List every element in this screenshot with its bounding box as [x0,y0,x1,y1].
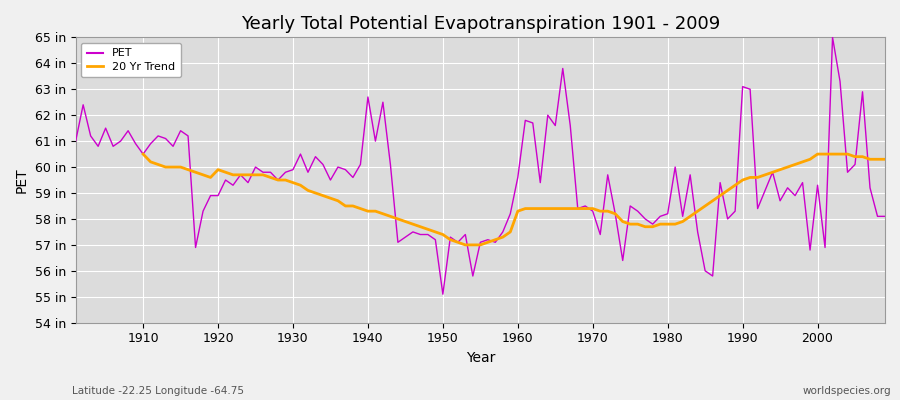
PET [879,214,890,219]
Text: Latitude -22.25 Longitude -64.75: Latitude -22.25 Longitude -64.75 [72,386,244,396]
X-axis label: Year: Year [465,351,495,365]
Y-axis label: PET: PET [15,167,29,193]
PET [520,118,531,123]
Legend: PET, 20 Yr Trend: PET, 20 Yr Trend [81,43,181,77]
PET [512,175,523,180]
PET [437,292,448,296]
Title: Yearly Total Potential Evapotranspiration 1901 - 2009: Yearly Total Potential Evapotranspiratio… [240,15,720,33]
Text: worldspecies.org: worldspecies.org [803,386,891,396]
20 Yr Trend [827,152,838,156]
PET [295,152,306,156]
20 Yr Trend [280,178,291,182]
20 Yr Trend [460,242,471,247]
PET [70,139,81,144]
20 Yr Trend [850,154,860,159]
20 Yr Trend [879,157,890,162]
PET [130,141,141,146]
PET [827,35,838,40]
20 Yr Trend [138,152,148,156]
20 Yr Trend [588,206,598,211]
Line: PET: PET [76,37,885,294]
PET [340,167,351,172]
20 Yr Trend [310,191,321,196]
PET [610,211,621,216]
20 Yr Trend [527,206,538,211]
Line: 20 Yr Trend: 20 Yr Trend [143,154,885,245]
